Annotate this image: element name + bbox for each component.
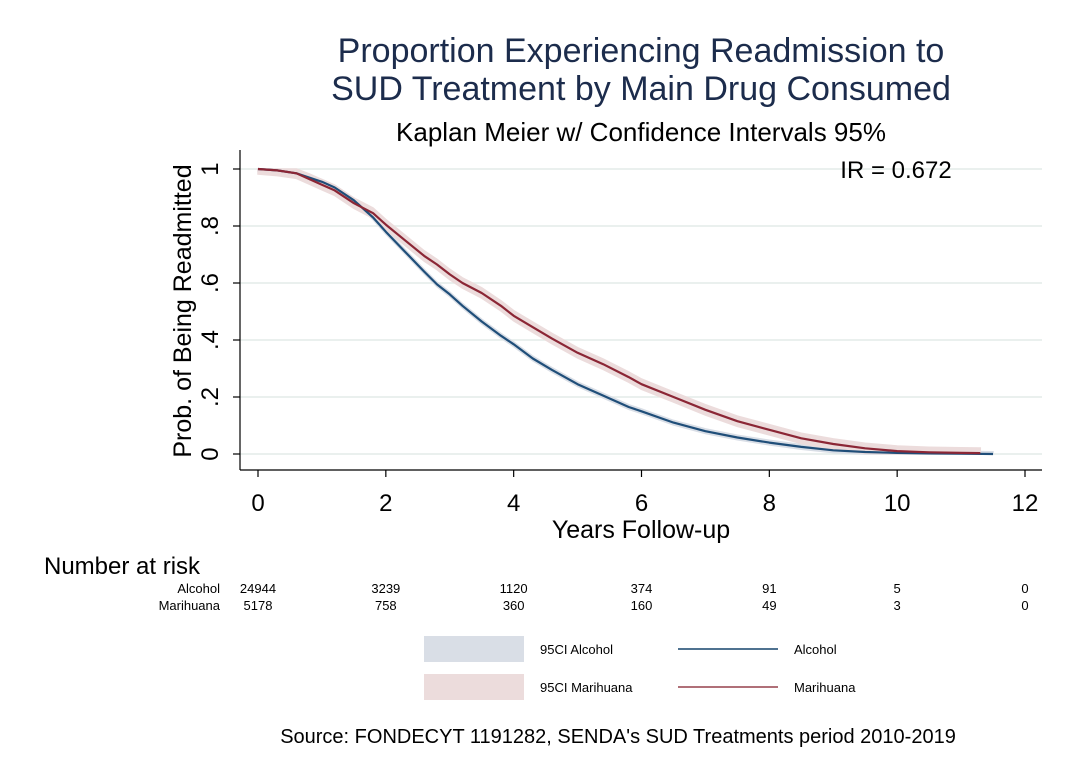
risk-count: 49	[762, 598, 776, 613]
legend-swatch-area	[424, 636, 524, 662]
legend-swatch-area	[424, 674, 524, 700]
y-tick-label-3: .6	[197, 273, 224, 293]
chart-title-line1: Proportion Experiencing Readmission to	[338, 32, 945, 70]
y-tick-label-0: 0	[197, 447, 224, 460]
legend-label: 95CI Alcohol	[540, 642, 613, 657]
survival-lines	[257, 167, 994, 456]
x-tick-label-6: 12	[1012, 490, 1039, 517]
x-tick-label-4: 8	[763, 490, 776, 517]
risk-count: 1120	[500, 581, 528, 596]
risk-count: 160	[631, 598, 653, 613]
x-axis-title: Years Follow-up	[552, 516, 730, 544]
risk-count: 5178	[244, 598, 273, 613]
y-tick-label-2: .4	[197, 330, 224, 350]
risk-count: 0	[1021, 598, 1028, 613]
legend: 95CI Alcohol Alcohol 95CI Marihuana Marihua…	[424, 636, 856, 700]
x-tick-label-3: 6	[635, 490, 648, 517]
y-tick-label-1: .2	[197, 387, 224, 407]
risk-table: Number at risk Alcohol 24944 3239 1120 374 91…	[44, 553, 1029, 613]
axes: 0.2.4.6.810 2 4 6 8 10 12	[197, 150, 1042, 517]
source-note: Source: FONDECYT 1191282, SENDA's SUD Tr…	[280, 726, 956, 748]
y-tick-label-5: 1	[197, 162, 224, 175]
x-tick-label-2: 4	[507, 490, 520, 517]
risk-count: 758	[375, 598, 397, 613]
risk-table-heading: Number at risk	[44, 553, 201, 580]
x-tick-label-5: 10	[884, 490, 911, 517]
y-tick-label-4: .8	[197, 216, 224, 236]
risk-count: 360	[503, 598, 525, 613]
risk-count: 0	[1021, 581, 1028, 596]
x-tick-label-0: 0	[251, 490, 264, 517]
y-axis-title: Prob. of Being Readmitted	[169, 164, 197, 457]
chart-subtitle: Kaplan Meier w/ Confidence Intervals 95%	[396, 117, 886, 147]
risk-count: 3239	[371, 581, 400, 596]
risk-row-label: Marihuana	[159, 598, 221, 613]
risk-row-label: Alcohol	[177, 581, 220, 596]
x-tick-label-1: 2	[379, 490, 392, 517]
chart-title-line2: SUD Treatment by Main Drug Consumed	[331, 70, 951, 108]
ir-annotation: IR = 0.672	[840, 157, 951, 184]
legend-label: Marihuana	[794, 680, 856, 695]
risk-count: 24944	[240, 581, 276, 596]
risk-count: 3	[894, 598, 901, 613]
series-line-marihuana	[257, 167, 981, 455]
risk-count: 91	[762, 581, 776, 596]
legend-label: 95CI Marihuana	[540, 680, 633, 695]
series-line-alcohol	[257, 167, 994, 456]
legend-label: Alcohol	[794, 642, 837, 657]
risk-count: 374	[631, 581, 653, 596]
risk-count: 5	[894, 581, 901, 596]
